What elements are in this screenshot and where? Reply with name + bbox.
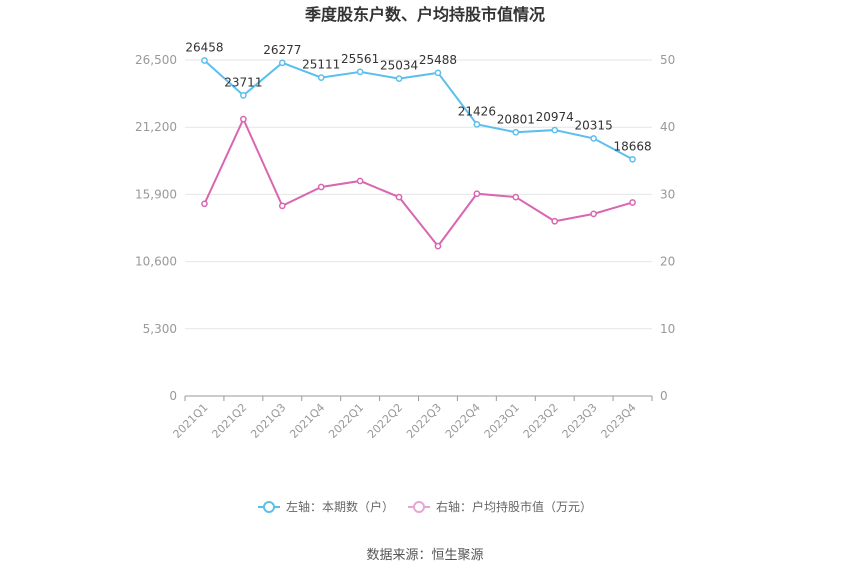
data-point[interactable] — [629, 155, 636, 163]
grid-lines — [185, 59, 652, 397]
legend-marker-right — [413, 501, 425, 513]
legend-label-right: 右轴：户均持股市值（万元） — [436, 499, 592, 514]
data-point[interactable] — [240, 92, 247, 99]
data-point[interactable] — [512, 128, 520, 136]
data-point[interactable] — [551, 126, 559, 134]
data-point[interactable] — [317, 183, 325, 191]
x-tick-label: 2023Q3 — [560, 401, 600, 441]
data-label: 25111 — [302, 58, 340, 72]
data-label: 25034 — [380, 59, 418, 73]
data-point[interactable] — [473, 190, 481, 198]
left-tick-label: 26,500 — [135, 53, 177, 67]
data-point[interactable] — [434, 69, 442, 77]
series-line-right — [203, 116, 633, 248]
data-point[interactable] — [590, 210, 597, 218]
legend-item-left[interactable]: 左轴：本期数（户） — [258, 499, 394, 514]
x-tick-label: 2021Q2 — [209, 401, 249, 441]
data-point[interactable] — [512, 193, 520, 201]
data-point[interactable] — [590, 135, 597, 142]
left-tick-label: 5,300 — [143, 322, 177, 336]
data-point[interactable] — [201, 200, 208, 208]
data-label: 18668 — [613, 139, 651, 153]
data-point[interactable] — [629, 199, 636, 206]
data-label: 20801 — [497, 112, 535, 126]
left-tick-label: 10,600 — [135, 255, 177, 269]
left-axis-ticks: 0 5,300 10,600 15,900 21,200 26,500 — [135, 53, 177, 403]
right-tick-label: 10 — [660, 322, 675, 336]
source-note: 数据来源：恒生聚源 — [366, 548, 483, 563]
x-tick-label: 2021Q3 — [248, 401, 288, 441]
x-tick-label: 2022Q2 — [365, 401, 405, 441]
right-axis-ticks: 0 10 20 30 40 50 — [660, 53, 675, 403]
data-point[interactable] — [473, 120, 481, 128]
left-tick-label: 21,200 — [135, 120, 177, 134]
right-tick-label: 40 — [660, 120, 675, 134]
data-label: 20974 — [536, 110, 574, 124]
data-point[interactable] — [278, 202, 286, 210]
data-point[interactable] — [551, 217, 559, 225]
right-tick-label: 0 — [660, 389, 668, 403]
x-tick-label: 2022Q1 — [326, 401, 366, 441]
series-right — [201, 115, 636, 250]
x-tick-label: 2022Q4 — [443, 401, 483, 441]
x-axis-ticks: 2021Q12021Q22021Q32021Q42022Q12022Q22022… — [171, 396, 653, 441]
x-tick-label: 2021Q4 — [287, 401, 327, 441]
chart-title: 季度股东户数、户均持股市值情况 — [304, 5, 545, 24]
x-tick-label: 2023Q1 — [482, 401, 522, 441]
data-label: 25488 — [419, 53, 457, 67]
data-point[interactable] — [395, 193, 403, 201]
data-point[interactable] — [201, 57, 208, 64]
data-point[interactable] — [317, 74, 325, 81]
legend-item-right[interactable]: 右轴：户均持股市值（万元） — [408, 499, 592, 514]
data-point[interactable] — [356, 177, 364, 185]
legend-marker-left — [263, 501, 275, 513]
x-tick-label: 2023Q4 — [599, 401, 639, 441]
legend: 左轴：本期数（户） 右轴：户均持股市值（万元） — [258, 499, 592, 514]
x-tick-label: 2022Q3 — [404, 401, 444, 441]
data-label: 25561 — [341, 52, 379, 66]
data-label: 21426 — [458, 104, 496, 118]
left-tick-label: 0 — [169, 389, 177, 403]
right-tick-label: 20 — [660, 255, 675, 269]
data-point[interactable] — [395, 75, 403, 82]
right-tick-label: 30 — [660, 187, 675, 201]
data-point[interactable] — [356, 68, 364, 76]
data-point[interactable] — [240, 115, 247, 123]
legend-label-left: 左轴：本期数（户） — [286, 499, 394, 514]
left-tick-label: 15,900 — [135, 187, 177, 201]
series-line-left — [203, 59, 634, 161]
data-label: 26277 — [263, 43, 301, 57]
data-label: 23711 — [224, 75, 262, 89]
right-tick-label: 50 — [660, 53, 675, 67]
data-label: 26458 — [185, 41, 223, 55]
data-point[interactable] — [278, 59, 286, 67]
x-tick-label: 2021Q1 — [171, 401, 211, 441]
data-point[interactable] — [434, 242, 442, 250]
x-tick-label: 2023Q2 — [521, 401, 561, 441]
data-label: 20315 — [575, 118, 613, 132]
